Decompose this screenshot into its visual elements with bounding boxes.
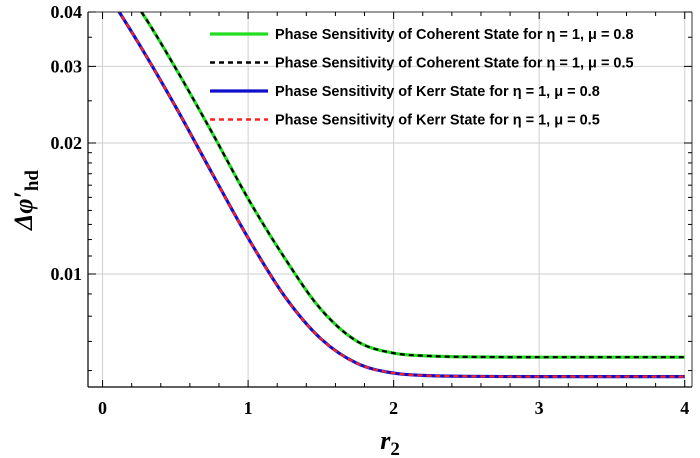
y-axis-title-subscript: hd	[22, 170, 43, 192]
legend-label-2: Phase Sensitivity of Coherent State for …	[275, 56, 634, 72]
x-tick-label: 0	[98, 398, 107, 418]
plot-frame	[87, 11, 693, 388]
series-line-2	[140, 12, 685, 359]
y-axis-title-main: Δφ′	[9, 191, 38, 231]
y-axis-title: Δφ′hd	[9, 170, 43, 231]
y-tick-label: 0.04	[51, 2, 83, 22]
y-tick-label: 0.03	[51, 56, 83, 76]
x-tick-label: 3	[535, 398, 544, 418]
x-tick-label: 1	[244, 398, 253, 418]
legend-label-3: Phase Sensitivity of Kerr State for η = …	[275, 84, 600, 100]
legend-label-4: Phase Sensitivity of Kerr State for η = …	[275, 113, 600, 129]
x-tick-label: 4	[680, 398, 689, 418]
series-group	[117, 12, 685, 379]
y-tick-label: 0.01	[51, 264, 83, 284]
axis-ticks: 0 1 2 3 4 0.01 0.02 0.03 0.04	[51, 2, 692, 418]
legend: Phase Sensitivity of Coherent State for …	[210, 27, 634, 129]
x-axis-title-main: r	[380, 426, 391, 455]
x-axis-title: r2	[380, 426, 400, 458]
series-line-4	[117, 12, 685, 378]
x-axis-title-subscript: 2	[390, 439, 400, 458]
legend-label-1: Phase Sensitivity of Coherent State for …	[275, 27, 634, 43]
y-tick-label: 0.02	[51, 133, 83, 153]
x-tick-label: 2	[389, 398, 398, 418]
